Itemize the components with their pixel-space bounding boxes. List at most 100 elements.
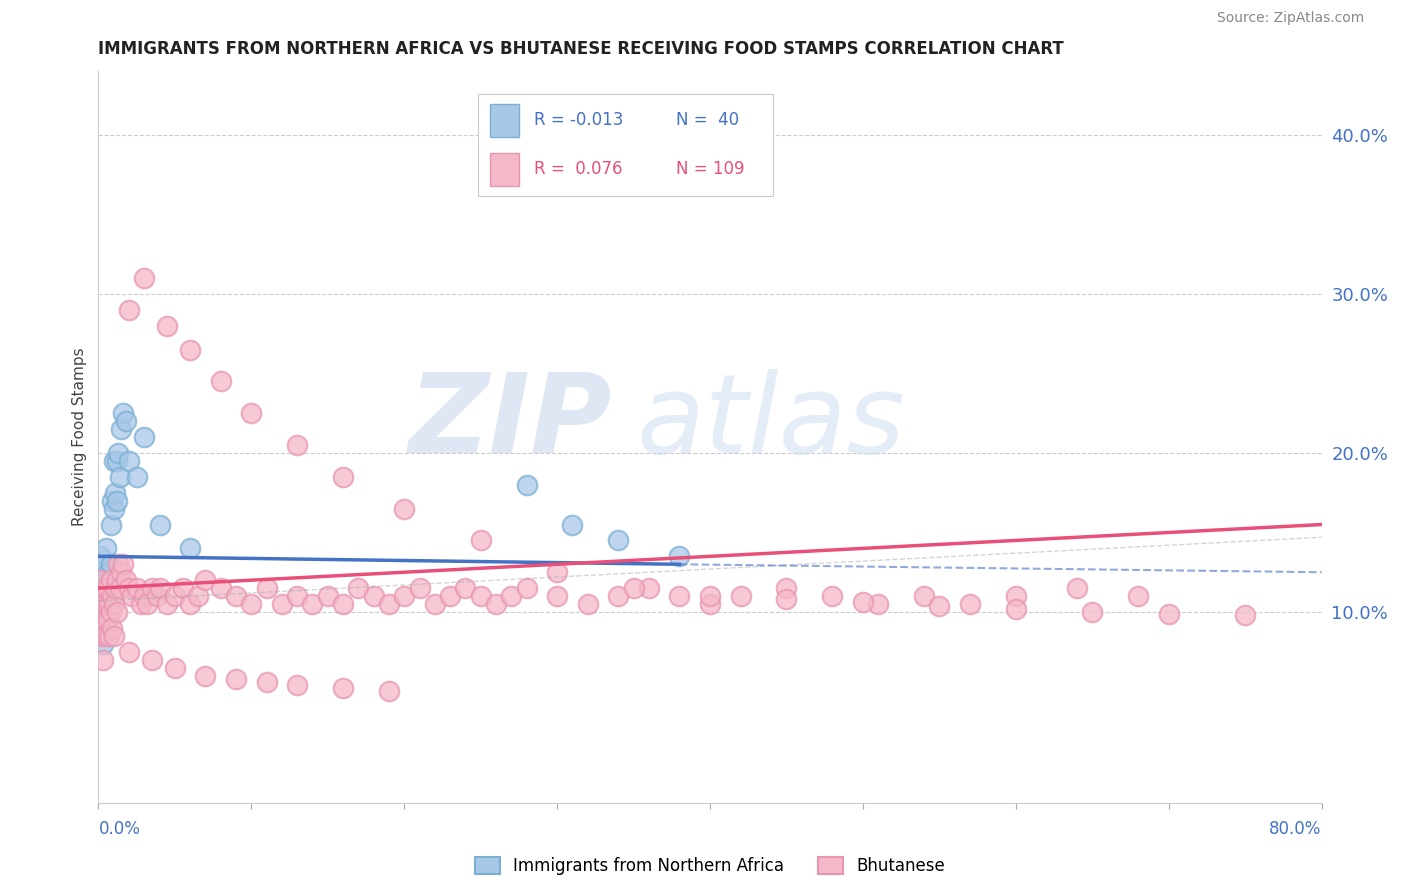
Point xyxy=(546,566,568,580)
Point xyxy=(110,422,132,436)
Point xyxy=(156,318,179,333)
Legend: Immigrants from Northern Africa, Bhutanese: Immigrants from Northern Africa, Bhutane… xyxy=(475,856,945,875)
Point xyxy=(121,589,143,603)
Point xyxy=(94,573,117,587)
Point xyxy=(225,672,247,686)
Point xyxy=(136,597,159,611)
Point xyxy=(103,501,125,516)
Point xyxy=(141,653,163,667)
Point xyxy=(134,271,156,285)
Point xyxy=(134,430,156,444)
Bar xyxy=(489,104,519,136)
Point xyxy=(179,541,201,556)
Text: atlas: atlas xyxy=(637,369,905,476)
Point xyxy=(392,589,416,603)
Point xyxy=(607,589,630,603)
Point xyxy=(93,589,115,603)
Point xyxy=(187,589,209,603)
Point xyxy=(98,566,121,580)
Point xyxy=(439,589,461,603)
Text: Source: ZipAtlas.com: Source: ZipAtlas.com xyxy=(1216,12,1364,25)
Point xyxy=(97,581,120,595)
Text: 80.0%: 80.0% xyxy=(1270,820,1322,838)
Point xyxy=(101,621,124,635)
Point xyxy=(1234,608,1257,623)
Point xyxy=(852,595,875,609)
Point xyxy=(332,597,354,611)
Point xyxy=(240,597,263,611)
Point xyxy=(668,589,690,603)
Point xyxy=(959,597,981,611)
Point xyxy=(90,629,112,643)
Point xyxy=(89,549,111,564)
Point xyxy=(240,406,263,420)
Point xyxy=(516,581,538,595)
Point xyxy=(94,605,117,619)
Point xyxy=(90,597,112,611)
Point xyxy=(93,558,115,572)
Point xyxy=(1066,581,1088,595)
Text: N =  40: N = 40 xyxy=(676,111,740,128)
Point xyxy=(94,597,117,611)
Point xyxy=(104,485,127,500)
Point xyxy=(256,675,278,690)
Point xyxy=(775,581,797,595)
Point xyxy=(141,581,163,595)
Point xyxy=(163,589,186,603)
Point xyxy=(125,581,148,595)
Point xyxy=(91,589,114,603)
Point xyxy=(100,558,122,572)
Point xyxy=(91,653,114,667)
Point xyxy=(104,581,127,595)
Text: IMMIGRANTS FROM NORTHERN AFRICA VS BHUTANESE RECEIVING FOOD STAMPS CORRELATION C: IMMIGRANTS FROM NORTHERN AFRICA VS BHUTA… xyxy=(98,40,1064,58)
Point xyxy=(89,573,111,587)
Point xyxy=(821,589,844,603)
Point xyxy=(285,438,308,452)
Point xyxy=(546,589,568,603)
Text: N = 109: N = 109 xyxy=(676,160,744,178)
Point xyxy=(576,597,599,611)
Point xyxy=(392,501,416,516)
Point xyxy=(454,581,477,595)
Point xyxy=(501,589,523,603)
Point xyxy=(129,597,152,611)
Bar xyxy=(489,153,519,186)
Point xyxy=(110,566,132,580)
Point xyxy=(668,549,690,564)
Point xyxy=(470,589,492,603)
Point xyxy=(97,581,120,595)
Point xyxy=(108,581,131,595)
Point xyxy=(623,581,645,595)
Point xyxy=(98,629,121,643)
Point xyxy=(100,605,122,619)
Point xyxy=(378,597,401,611)
Point xyxy=(134,589,156,603)
Point xyxy=(332,681,354,696)
Point xyxy=(118,645,141,659)
Point xyxy=(90,597,112,611)
Point xyxy=(363,589,385,603)
Point xyxy=(111,406,134,420)
Point xyxy=(94,629,117,643)
Point xyxy=(316,589,339,603)
Point xyxy=(93,613,115,627)
Point xyxy=(730,589,752,603)
Point xyxy=(98,597,121,611)
Point xyxy=(256,581,278,595)
Point xyxy=(699,589,721,603)
Point xyxy=(194,668,217,682)
Point xyxy=(485,597,508,611)
Point xyxy=(111,558,134,572)
Point xyxy=(928,599,950,613)
Point xyxy=(270,597,292,611)
Point xyxy=(107,446,129,460)
Point xyxy=(115,414,138,428)
Point xyxy=(516,477,538,491)
Point xyxy=(163,660,186,674)
Point xyxy=(156,597,179,611)
Point xyxy=(101,589,124,603)
Point xyxy=(118,302,141,317)
Point xyxy=(107,558,129,572)
Point xyxy=(194,573,217,587)
Point xyxy=(347,581,370,595)
